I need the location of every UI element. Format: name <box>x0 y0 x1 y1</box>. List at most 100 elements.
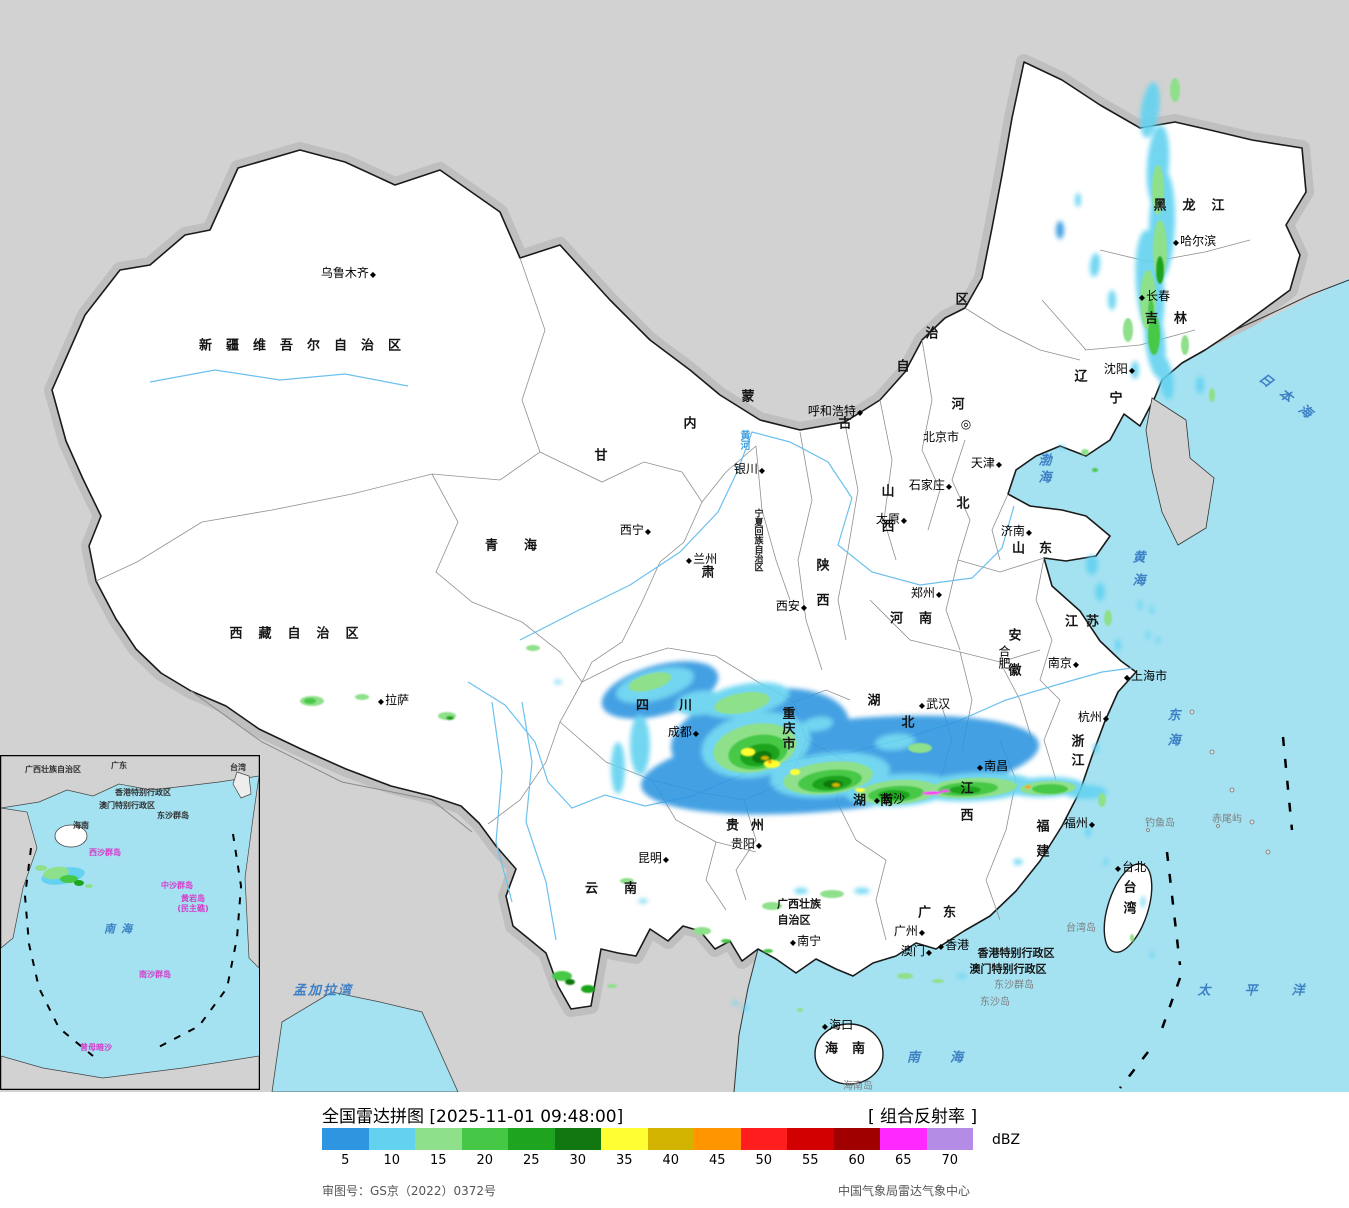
radar-echo <box>741 1006 749 1010</box>
radar-echo <box>820 890 844 898</box>
legend-swatch <box>368 1128 415 1150</box>
radar-echo <box>832 783 840 787</box>
radar-echo <box>1141 896 1145 908</box>
radar-echo <box>565 979 575 985</box>
radar-echo <box>1148 315 1160 355</box>
legend-value: 25 <box>522 1153 540 1168</box>
inset-dashed-boundary <box>23 833 243 1057</box>
radar-echo <box>908 743 932 753</box>
province-borders <box>95 239 1251 941</box>
radar-echo <box>1089 253 1101 277</box>
legend-swatch <box>787 1128 834 1150</box>
inset-canvas <box>1 756 259 1089</box>
radar-echo <box>732 1001 738 1005</box>
legend-swatch <box>508 1128 555 1150</box>
radar-echo <box>1150 952 1154 958</box>
radar-echo <box>1056 221 1064 239</box>
radar-echo <box>1150 606 1154 614</box>
legend-swatch <box>601 1128 648 1150</box>
radar-echo <box>1181 335 1189 355</box>
radar-echo <box>763 949 773 953</box>
radar-echo <box>897 973 913 979</box>
radar-echo <box>1146 631 1150 639</box>
radar-echo <box>355 694 369 700</box>
legend-value: 20 <box>476 1153 494 1168</box>
radar-echo <box>957 974 967 978</box>
radar-echo <box>74 880 84 886</box>
radar-echo <box>552 971 572 981</box>
legend-swatch <box>461 1128 508 1150</box>
radar-echo <box>761 756 769 760</box>
radar-echo <box>803 716 833 732</box>
russia-coastline <box>1234 279 1349 331</box>
radar-echo <box>1013 859 1023 865</box>
legend-value: 60 <box>848 1153 866 1168</box>
radar-echo <box>1085 827 1091 837</box>
legend-swatch <box>833 1128 880 1150</box>
radar-echo <box>1081 449 1089 455</box>
bay-of-bengal <box>271 991 459 1092</box>
product-name: [ 组合反射率 ] <box>868 1107 978 1127</box>
inset-sea <box>1 756 259 1089</box>
legend-swatch <box>322 1128 369 1150</box>
radar-echo <box>581 985 595 993</box>
radar-echo <box>85 884 93 888</box>
radar-echo <box>1123 318 1133 342</box>
legend-swatch <box>880 1128 927 1150</box>
taiwan-island <box>1103 863 1153 953</box>
radar-echo <box>762 902 782 910</box>
radar-echo <box>854 888 870 894</box>
legend-value: 45 <box>708 1153 726 1168</box>
inset-radar-echoes <box>35 865 93 888</box>
producer-credit: 中国气象局雷达气象中心 <box>838 1184 971 1198</box>
radar-echo <box>1130 934 1134 942</box>
radar-echo <box>855 788 865 792</box>
dbz-ticks: 5 10 15 20 25 30 35 40 45 50 55 60 65 70 <box>322 1153 973 1168</box>
radar-echo <box>1032 784 1068 794</box>
radar-echo <box>1115 639 1121 651</box>
ryukyu-islands <box>1146 709 1271 855</box>
radar-echo <box>1140 82 1160 138</box>
radar-echo <box>1138 600 1142 610</box>
legend-swatch <box>647 1128 694 1150</box>
legend-swatch <box>415 1128 462 1150</box>
radar-echo <box>1209 388 1215 402</box>
legend-value: 15 <box>429 1153 447 1168</box>
radar-echo <box>1196 376 1204 394</box>
radar-echo <box>741 748 755 756</box>
radar-echo <box>797 1008 803 1012</box>
radar-echo <box>878 790 910 800</box>
dbz-unit: dBZ <box>992 1132 1021 1148</box>
radar-echo <box>304 698 316 704</box>
radar-echo <box>611 742 625 794</box>
legend-value: 5 <box>341 1153 350 1168</box>
radar-echo <box>768 760 772 764</box>
radar-echo <box>607 984 617 988</box>
radar-echo <box>60 875 78 883</box>
radar-echo <box>1170 78 1180 102</box>
radar-echo <box>1104 858 1108 866</box>
map-area: 新疆维吾尔自治区 西藏自治区 青海甘肃内蒙古自治区宁夏回族自治区 陕西 山西河北山东 河南… <box>0 54 1349 1092</box>
radar-echo <box>764 760 780 768</box>
radar-echo <box>790 769 800 775</box>
radar-echo <box>949 786 981 794</box>
radar-echo <box>620 878 634 884</box>
radar-echo <box>714 692 770 714</box>
inset-taiwan <box>232 771 252 799</box>
legend-value: 10 <box>383 1153 401 1168</box>
radar-echo <box>43 866 69 880</box>
legend-swatch <box>740 1128 787 1150</box>
radar-echo <box>1025 785 1031 789</box>
inset-hainan <box>54 824 88 848</box>
legend-value: 30 <box>569 1153 587 1168</box>
korea-peninsula <box>1145 397 1215 546</box>
radar-echo <box>628 672 672 692</box>
legend-swatch <box>554 1128 601 1150</box>
legend-value: 65 <box>894 1153 912 1168</box>
vietnam-coastline <box>733 948 759 1092</box>
map-title: 全国雷达拼图 [2025-11-01 09:48:00] <box>322 1107 624 1127</box>
approval-number: 审图号：GS京（2022）0372号 <box>322 1184 496 1198</box>
radar-echo <box>1131 361 1139 379</box>
radar-echo <box>554 680 562 684</box>
